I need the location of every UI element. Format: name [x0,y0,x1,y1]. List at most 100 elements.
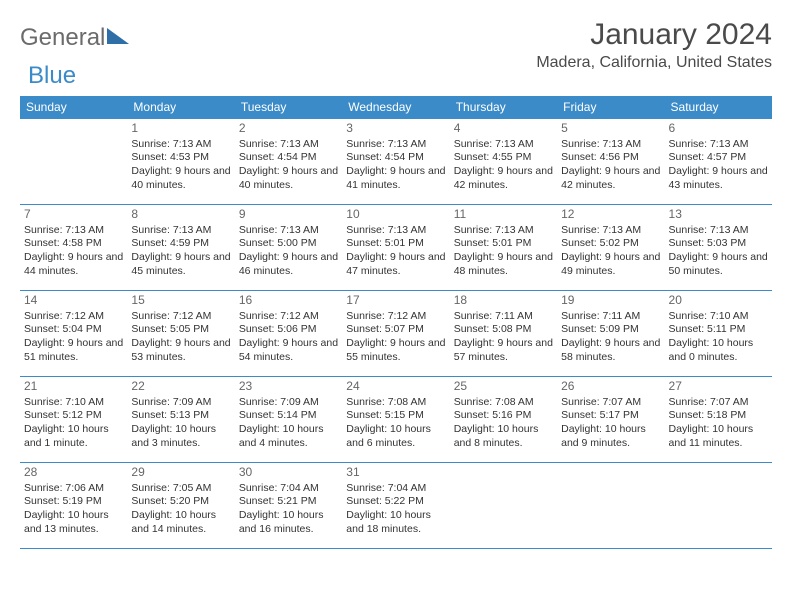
daylight-text: Daylight: 9 hours and 42 minutes. [561,165,660,192]
brand-text-2: Blue [28,62,76,90]
sunset-text: Sunset: 5:06 PM [239,323,338,337]
sunrise-text: Sunrise: 7:07 AM [561,396,660,410]
sunset-text: Sunset: 5:21 PM [239,495,338,509]
sunset-text: Sunset: 5:04 PM [24,323,123,337]
daylight-text: Daylight: 9 hours and 48 minutes. [454,251,553,278]
daylight-text: Daylight: 9 hours and 40 minutes. [131,165,230,192]
sunrise-text: Sunrise: 7:12 AM [346,310,445,324]
daylight-text: Daylight: 9 hours and 54 minutes. [239,337,338,364]
daylight-text: Daylight: 9 hours and 42 minutes. [454,165,553,192]
daylight-text: Daylight: 10 hours and 13 minutes. [24,509,123,536]
day-number: 24 [346,379,445,395]
calendar-cell [665,463,772,549]
day-number: 29 [131,465,230,481]
day-number: 18 [454,293,553,309]
calendar-cell: 26Sunrise: 7:07 AMSunset: 5:17 PMDayligh… [557,377,664,463]
daylight-text: Daylight: 9 hours and 46 minutes. [239,251,338,278]
daylight-text: Daylight: 10 hours and 8 minutes. [454,423,553,450]
calendar-cell: 3Sunrise: 7:13 AMSunset: 4:54 PMDaylight… [342,119,449,205]
daylight-text: Daylight: 10 hours and 11 minutes. [669,423,768,450]
sunset-text: Sunset: 4:55 PM [454,151,553,165]
sunrise-text: Sunrise: 7:08 AM [346,396,445,410]
brand-logo: General [20,18,129,52]
day-number: 9 [239,207,338,223]
location-text: Madera, California, United States [536,54,772,72]
day-header: Monday [127,96,234,119]
sunset-text: Sunset: 4:54 PM [346,151,445,165]
calendar-cell [20,119,127,205]
sunrise-text: Sunrise: 7:07 AM [669,396,768,410]
sunrise-text: Sunrise: 7:04 AM [346,482,445,496]
calendar-cell: 17Sunrise: 7:12 AMSunset: 5:07 PMDayligh… [342,291,449,377]
calendar-cell: 12Sunrise: 7:13 AMSunset: 5:02 PMDayligh… [557,205,664,291]
sunrise-text: Sunrise: 7:13 AM [239,224,338,238]
calendar-cell: 14Sunrise: 7:12 AMSunset: 5:04 PMDayligh… [20,291,127,377]
daylight-text: Daylight: 9 hours and 53 minutes. [131,337,230,364]
sunset-text: Sunset: 5:01 PM [346,237,445,251]
calendar-week-row: 28Sunrise: 7:06 AMSunset: 5:19 PMDayligh… [20,463,772,549]
sunset-text: Sunset: 5:20 PM [131,495,230,509]
sunrise-text: Sunrise: 7:12 AM [24,310,123,324]
day-number: 4 [454,121,553,137]
sunset-text: Sunset: 5:13 PM [131,409,230,423]
calendar-cell: 30Sunrise: 7:04 AMSunset: 5:21 PMDayligh… [235,463,342,549]
day-number: 31 [346,465,445,481]
sunset-text: Sunset: 5:11 PM [669,323,768,337]
daylight-text: Daylight: 9 hours and 57 minutes. [454,337,553,364]
calendar-cell: 10Sunrise: 7:13 AMSunset: 5:01 PMDayligh… [342,205,449,291]
day-number: 26 [561,379,660,395]
daylight-text: Daylight: 10 hours and 0 minutes. [669,337,768,364]
day-number: 19 [561,293,660,309]
calendar-body: 1Sunrise: 7:13 AMSunset: 4:53 PMDaylight… [20,119,772,549]
daylight-text: Daylight: 9 hours and 41 minutes. [346,165,445,192]
sunrise-text: Sunrise: 7:09 AM [239,396,338,410]
day-number: 15 [131,293,230,309]
sunset-text: Sunset: 5:09 PM [561,323,660,337]
sunrise-text: Sunrise: 7:13 AM [131,138,230,152]
sunrise-text: Sunrise: 7:13 AM [454,224,553,238]
day-header: Saturday [665,96,772,119]
daylight-text: Daylight: 9 hours and 43 minutes. [669,165,768,192]
sunset-text: Sunset: 5:14 PM [239,409,338,423]
day-number: 23 [239,379,338,395]
calendar-cell: 13Sunrise: 7:13 AMSunset: 5:03 PMDayligh… [665,205,772,291]
sunset-text: Sunset: 4:53 PM [131,151,230,165]
day-number: 3 [346,121,445,137]
title-block: January 2024 Madera, California, United … [536,18,772,72]
sunset-text: Sunset: 4:59 PM [131,237,230,251]
calendar-cell: 8Sunrise: 7:13 AMSunset: 4:59 PMDaylight… [127,205,234,291]
calendar-cell: 31Sunrise: 7:04 AMSunset: 5:22 PMDayligh… [342,463,449,549]
sunrise-text: Sunrise: 7:13 AM [561,138,660,152]
day-header: Thursday [450,96,557,119]
sunrise-text: Sunrise: 7:08 AM [454,396,553,410]
sunset-text: Sunset: 5:16 PM [454,409,553,423]
calendar-cell: 1Sunrise: 7:13 AMSunset: 4:53 PMDaylight… [127,119,234,205]
daylight-text: Daylight: 9 hours and 58 minutes. [561,337,660,364]
daylight-text: Daylight: 9 hours and 51 minutes. [24,337,123,364]
calendar-cell [557,463,664,549]
calendar-cell: 2Sunrise: 7:13 AMSunset: 4:54 PMDaylight… [235,119,342,205]
calendar-week-row: 1Sunrise: 7:13 AMSunset: 4:53 PMDaylight… [20,119,772,205]
sunset-text: Sunset: 5:00 PM [239,237,338,251]
sunset-text: Sunset: 5:18 PM [669,409,768,423]
calendar-week-row: 7Sunrise: 7:13 AMSunset: 4:58 PMDaylight… [20,205,772,291]
day-header: Wednesday [342,96,449,119]
sunset-text: Sunset: 5:01 PM [454,237,553,251]
calendar-page: General January 2024 Madera, California,… [0,0,792,567]
sunrise-text: Sunrise: 7:11 AM [454,310,553,324]
day-number: 21 [24,379,123,395]
sunset-text: Sunset: 5:05 PM [131,323,230,337]
sunset-text: Sunset: 5:02 PM [561,237,660,251]
daylight-text: Daylight: 9 hours and 47 minutes. [346,251,445,278]
day-number: 28 [24,465,123,481]
day-number: 12 [561,207,660,223]
calendar-cell: 9Sunrise: 7:13 AMSunset: 5:00 PMDaylight… [235,205,342,291]
sunrise-text: Sunrise: 7:06 AM [24,482,123,496]
month-title: January 2024 [536,18,772,52]
daylight-text: Daylight: 10 hours and 4 minutes. [239,423,338,450]
daylight-text: Daylight: 10 hours and 14 minutes. [131,509,230,536]
day-number: 10 [346,207,445,223]
daylight-text: Daylight: 9 hours and 40 minutes. [239,165,338,192]
calendar-cell: 6Sunrise: 7:13 AMSunset: 4:57 PMDaylight… [665,119,772,205]
sunset-text: Sunset: 5:19 PM [24,495,123,509]
